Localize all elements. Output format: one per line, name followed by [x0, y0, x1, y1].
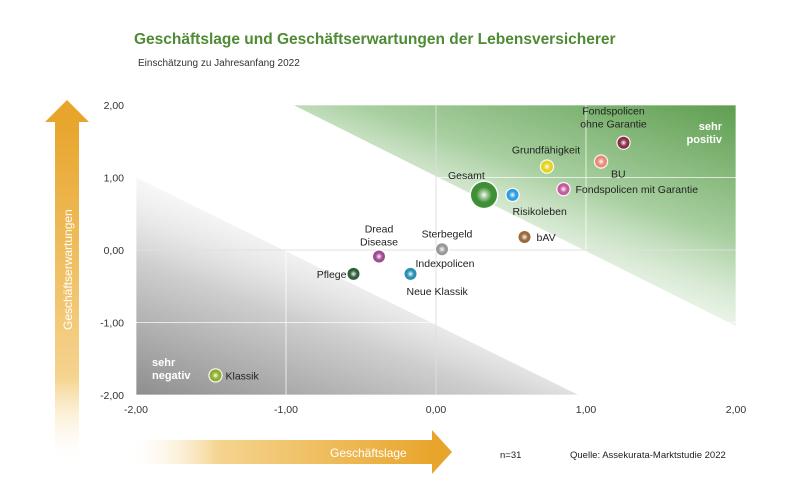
point-highlight [438, 245, 446, 253]
point-label: Grundfähigkeit [512, 145, 580, 157]
data-point: Indexpolicen [403, 258, 475, 282]
x-tick-label: 2,00 [726, 404, 747, 416]
y-axis-label: Geschäftserwartungen [61, 209, 75, 330]
y-tick-label: 2,00 [104, 100, 125, 112]
chart-subtitle: Einschätzung zu Jahresanfang 2022 [138, 58, 300, 69]
point-highlight [520, 233, 529, 241]
plot-background [136, 105, 736, 395]
point-label: Risikoleben [513, 206, 567, 218]
data-point: Risikoleben [505, 187, 567, 218]
sample-size: n=31 [500, 450, 521, 461]
data-point: Neue Klassik [407, 286, 469, 298]
point-label: Fondspolicen mit Garantie [576, 184, 699, 196]
y-axis-arrow: Geschäftserwartungen [45, 100, 89, 465]
x-axis-arrow: Geschäftslage [125, 430, 452, 474]
point-highlight [211, 371, 220, 380]
y-tick-label: 0,00 [104, 245, 125, 257]
point-label: Fondspolicen ohne Garantie [580, 106, 647, 131]
point-label: Klassik [226, 370, 260, 382]
point-highlight [476, 187, 492, 203]
point-label: Pflege [317, 269, 347, 281]
y-tick-label: -2,00 [100, 390, 124, 402]
chart-title: Geschäftslage und Geschäftserwartungen d… [134, 31, 616, 48]
point-highlight [406, 270, 415, 278]
point-label: bAV [537, 232, 556, 244]
data-point: bAV [517, 229, 556, 245]
point-label: Indexpolicen [416, 258, 475, 270]
point-highlight [543, 163, 551, 171]
tick-labels: 2,00 1,00 0,00 -1,00 -2,00-2,00 -1,00 0,00 1,00… [100, 100, 746, 416]
corner-label-positive: sehr positiv [687, 121, 723, 146]
point-highlight [375, 252, 383, 261]
data-point: Klassik [208, 368, 260, 383]
data-point: Pflege [317, 266, 361, 282]
corner-labels: sehr positiv sehr negativ [152, 121, 723, 382]
data-point: BU [593, 154, 626, 181]
corner-label-negative: sehr negativ [152, 357, 191, 382]
point-label: Dread Disease [360, 224, 398, 249]
data-points: Gesamt Fondspolicen ohne Garantie BU Grundfä… [208, 106, 698, 383]
data-point: Fondspolicen mit Garantie [556, 181, 699, 197]
point-label: Neue Klassik [407, 286, 469, 298]
x-tick-label: -2,00 [124, 404, 148, 416]
data-point: Grundfähigkeit [512, 145, 580, 174]
x-axis-label: Geschäftslage [330, 446, 407, 460]
source-note: Quelle: Assekurata-Marktstudie 2022 [570, 450, 726, 461]
x-tick-label: 0,00 [426, 404, 447, 416]
positive-area [293, 105, 736, 327]
point-highlight [559, 185, 568, 193]
data-point: Fondspolicen ohne Garantie [580, 106, 647, 150]
y-tick-label: 1,00 [104, 173, 125, 185]
data-point: Gesamt [448, 170, 499, 210]
x-tick-label: 1,00 [576, 404, 597, 416]
y-tick-label: -1,00 [100, 318, 124, 330]
point-highlight [349, 270, 358, 278]
data-point: Dread Disease [360, 224, 398, 264]
negative-area [136, 177, 579, 395]
data-point: Sterbegeld [422, 228, 473, 257]
x-tick-label: -1,00 [274, 404, 298, 416]
point-highlight [597, 157, 605, 166]
point-label: Sterbegeld [422, 228, 473, 240]
point-highlight [619, 139, 628, 147]
point-label: BU [611, 169, 626, 181]
point-highlight [508, 191, 517, 199]
point-label: Gesamt [448, 170, 485, 182]
